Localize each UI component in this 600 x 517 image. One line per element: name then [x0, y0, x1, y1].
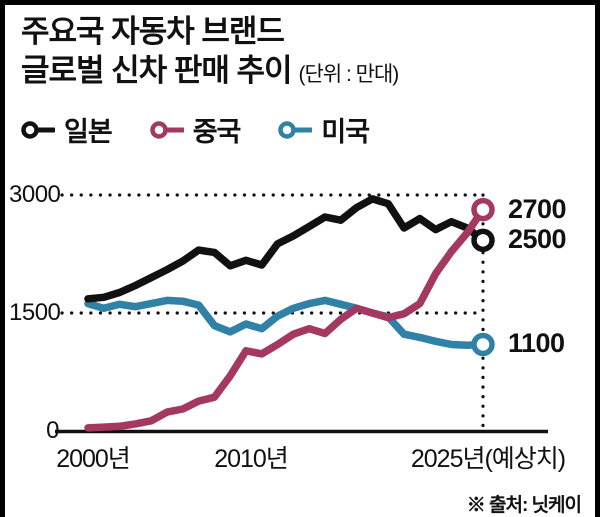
- unit-label: (단위 : 만대): [298, 62, 400, 86]
- end-label-usa: 1100: [508, 328, 565, 359]
- end-marker-2: [471, 332, 495, 357]
- series-line-1: [84, 205, 487, 432]
- sales-line-chart: [55, 193, 548, 434]
- title-line2: 글로벌 신차 판매 추이: [21, 52, 293, 88]
- ytick-1500: 1500: [9, 299, 61, 326]
- legend-item-japan: 일본: [21, 110, 113, 149]
- series-lines: [84, 195, 487, 432]
- xtick-2010: 2010년: [214, 445, 289, 473]
- legend-label: 미국: [321, 117, 370, 147]
- end-label-china: 2700: [508, 193, 567, 224]
- legend: 일본 중국 미국: [21, 110, 370, 149]
- title-line1: 주요국 자동차 브랜드: [21, 14, 285, 49]
- ytick-0: 0: [46, 417, 59, 444]
- series-line-0: [84, 195, 487, 303]
- page-title: 주요국 자동차 브랜드 글로벌 신차 판매 추이 (단위 : 만대): [21, 13, 400, 91]
- legend-item-usa: 미국: [278, 110, 370, 149]
- series-line-2: [84, 296, 487, 350]
- legend-label: 일본: [64, 117, 113, 147]
- end-marker-0: [471, 228, 495, 253]
- legend-marker-icon: [278, 120, 313, 139]
- xtick-2025: 2025년(예상치): [410, 445, 566, 473]
- legend-label: 중국: [192, 117, 242, 147]
- title-line2-row: 글로벌 신차 판매 추이 (단위 : 만대): [21, 52, 400, 91]
- xtick-2000: 2000년: [56, 445, 131, 473]
- legend-item-china: 중국: [149, 110, 242, 149]
- ytick-3000: 3000: [9, 181, 61, 208]
- gridlines: [60, 193, 485, 432]
- legend-marker-icon: [149, 120, 184, 139]
- end-marker-1: [471, 197, 495, 222]
- end-markers: [471, 197, 495, 357]
- source-credit: ※ 출처: 닛케이: [466, 495, 582, 516]
- end-label-japan: 2500: [508, 224, 567, 255]
- legend-marker-icon: [21, 120, 55, 139]
